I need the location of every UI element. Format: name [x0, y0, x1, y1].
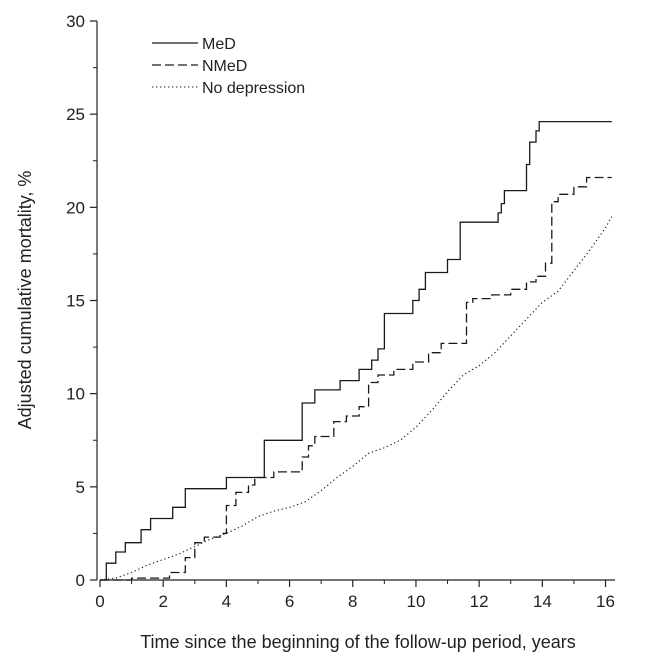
- x-tick-label: 2: [158, 592, 167, 611]
- x-tick-label: 12: [470, 592, 489, 611]
- y-tick-label: 25: [66, 105, 85, 124]
- x-axis-title: Time since the beginning of the follow-u…: [140, 632, 576, 652]
- y-tick-label: 20: [66, 198, 85, 217]
- y-tick-label: 5: [76, 478, 85, 497]
- x-axis: 0 2 4 6 8 10 12 14 16: [95, 579, 615, 611]
- x-tick-label: 0: [95, 592, 104, 611]
- x-tick-label: 16: [596, 592, 615, 611]
- x-tick-label: 14: [533, 592, 552, 611]
- legend-label: MeD: [202, 36, 236, 53]
- series-line-med: [100, 120, 612, 581]
- legend-label: NMeD: [202, 58, 247, 75]
- x-tick-label: 4: [222, 592, 231, 611]
- x-tick-label: 8: [348, 592, 357, 611]
- y-tick-label: 30: [66, 12, 85, 31]
- series-lines: [99, 120, 613, 581]
- y-tick-label: 10: [66, 385, 85, 404]
- x-tick-label: 6: [285, 592, 294, 611]
- series-line-no-depression: [99, 216, 613, 581]
- y-tick-label: 15: [66, 292, 85, 311]
- x-tick-label: 10: [406, 592, 425, 611]
- legend-label: No depression: [202, 80, 305, 97]
- y-axis-title: Adjusted cumulative mortality, %: [15, 171, 35, 430]
- y-axis: 0 5 10 15 20 25 30: [66, 12, 98, 590]
- y-tick-label: 0: [76, 571, 85, 590]
- series-line-nmed: [100, 176, 612, 581]
- legend: MeD NMeD No depression: [152, 36, 305, 97]
